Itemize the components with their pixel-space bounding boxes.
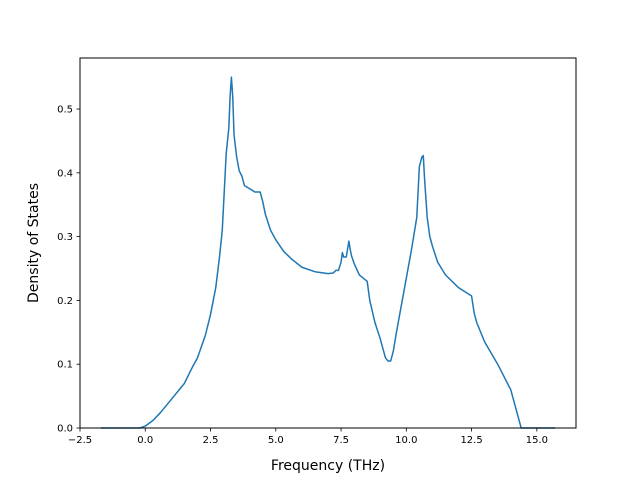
x-axis-label: Frequency (THz) <box>271 458 385 474</box>
x-tick-label: 5.0 <box>268 435 284 446</box>
x-tick-label: 10.0 <box>395 435 417 446</box>
x-tick-label: 2.5 <box>203 435 219 446</box>
y-tick-label: 0.2 <box>57 296 73 307</box>
y-tick-label: 0.5 <box>57 105 73 116</box>
y-tick-label: 0.1 <box>57 360 73 371</box>
dos-series-line-0 <box>100 76 556 429</box>
tick-layer: −2.5 0.0 2.5 5.0 7.5 10.0 12.5 15.00.00.10.20.3… <box>57 105 548 446</box>
x-tick-label: 12.5 <box>460 435 482 446</box>
x-tick-label: 15.0 <box>526 435 548 446</box>
y-tick-label: 0.3 <box>57 232 73 243</box>
x-tick-label: −2.5 <box>68 435 92 446</box>
axes-frame <box>79 57 577 429</box>
y-tick-label: 0.4 <box>57 168 73 179</box>
y-tick-label: 0.0 <box>57 424 73 435</box>
x-tick-label: 0.0 <box>137 435 153 446</box>
plot-area <box>100 76 556 429</box>
y-axis-label: Density of States <box>26 183 42 303</box>
x-tick-label: 7.5 <box>333 435 349 446</box>
